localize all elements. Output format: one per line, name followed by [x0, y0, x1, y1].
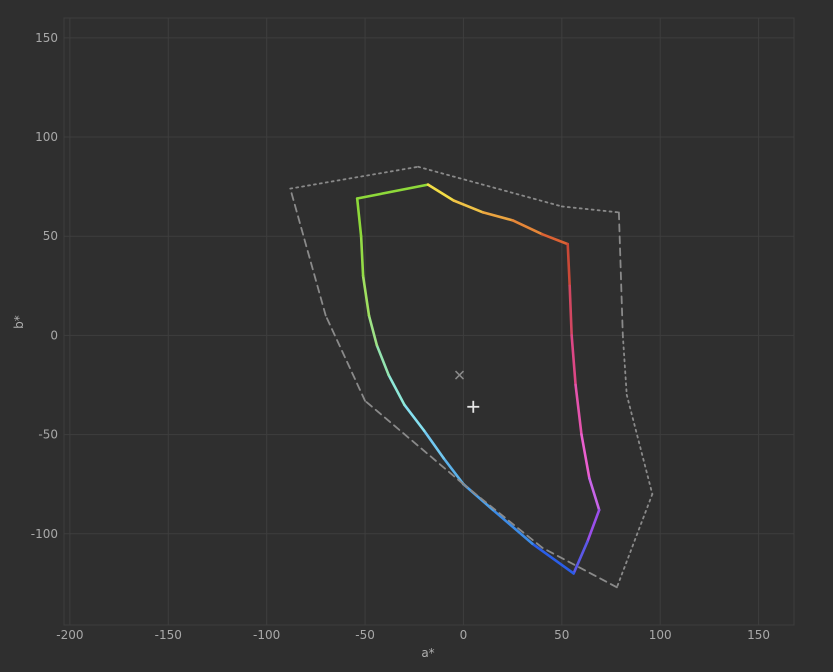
reference-gamut-segment: [560, 205, 620, 214]
y-tick-label: 0: [50, 328, 58, 342]
y-tick-label: -100: [31, 527, 58, 541]
gamut-segment: [580, 433, 591, 480]
gamut-segment: [361, 274, 371, 317]
gamut-segment: [355, 197, 363, 238]
y-tick-label: -50: [38, 428, 58, 442]
reference-gamut-segment: [462, 483, 544, 549]
gamut-segment: [375, 344, 390, 377]
y-tick-label: 100: [35, 130, 58, 144]
white-point-marker: [467, 400, 480, 413]
gamut-segment: [588, 476, 601, 512]
reference-gamut-outline: [289, 165, 654, 589]
x-axis-label: a*: [421, 646, 434, 660]
gamut-segment: [442, 457, 465, 486]
marker-layer: [454, 370, 480, 413]
axes: -200 -150 -100 -50 0 50 100 150 150 100 50 0 -50 -100: [31, 31, 770, 642]
reference-white-marker: [454, 370, 465, 380]
reference-gamut-segment: [289, 165, 420, 190]
grid: [63, 17, 795, 626]
reference-gamut-segment: [616, 493, 654, 589]
gamut-segment: [426, 183, 455, 202]
x-tick-label: 150: [747, 628, 770, 642]
plot-area: [64, 18, 794, 625]
reference-gamut-segment: [324, 314, 366, 402]
gamut-segment: [540, 232, 570, 246]
gamut-segment: [572, 540, 589, 575]
reference-gamut-segment: [617, 211, 624, 337]
gamut-segment: [511, 219, 544, 236]
series-layer: [289, 165, 654, 589]
gamut-segment: [491, 508, 534, 545]
gamut-segment: [355, 183, 430, 200]
reference-gamut-segment: [625, 393, 654, 495]
gamut-segment: [387, 373, 406, 407]
gamut-segment: [481, 211, 514, 222]
reference-gamut-segment: [289, 187, 327, 317]
reference-gamut-segment: [621, 334, 628, 396]
gamut-segment: [422, 429, 446, 460]
x-tick-label: 0: [460, 628, 468, 642]
x-tick-label: 50: [554, 628, 569, 642]
x-tick-label: 100: [649, 628, 672, 642]
plot-frame: [63, 17, 795, 626]
gamut-segment: [462, 482, 495, 512]
gamut-segment: [568, 284, 573, 337]
reference-gamut-segment: [541, 546, 618, 589]
reference-gamut-segment: [364, 399, 465, 486]
y-axis-label: b*: [12, 315, 26, 329]
gamut-outline: [355, 183, 601, 575]
x-tick-label: -200: [56, 628, 83, 642]
x-tick-label: -150: [155, 628, 182, 642]
gamut-segment: [566, 242, 571, 288]
gamut-segment: [570, 334, 577, 387]
y-tick-label: 50: [43, 229, 58, 243]
gamut-segment: [574, 383, 583, 436]
x-tick-label: -100: [253, 628, 280, 642]
gamut-segment: [367, 314, 379, 347]
gamut-segment: [531, 542, 575, 575]
x-tick-label: -50: [355, 628, 375, 642]
reference-gamut-segment: [417, 165, 563, 208]
gamut-segment: [452, 199, 485, 214]
gamut-segment: [586, 508, 601, 543]
gamut-segment: [359, 234, 365, 278]
y-tick-label: 150: [35, 31, 58, 45]
gamut-segment: [403, 403, 426, 432]
